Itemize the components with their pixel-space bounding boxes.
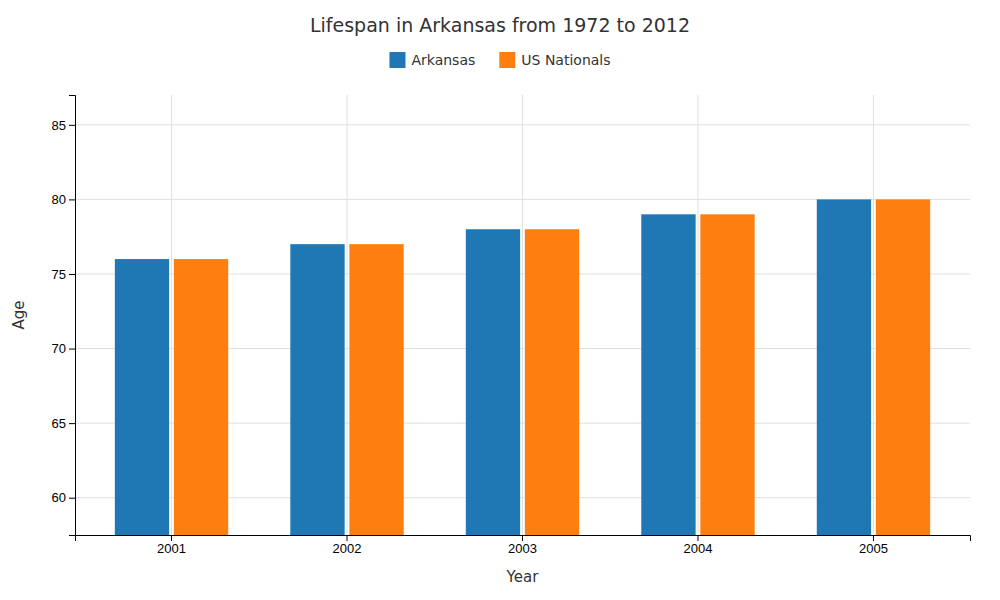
x-tick-label: 2004 xyxy=(684,541,713,556)
bar xyxy=(466,229,520,535)
x-tick: 2004 xyxy=(684,535,713,556)
bar-series xyxy=(115,199,871,535)
y-tick-label: 60 xyxy=(52,490,66,505)
title: Lifespan in Arkansas from 1972 to 2012 xyxy=(310,14,690,36)
x-tick-mark xyxy=(873,535,874,541)
y-tick-label: 80 xyxy=(52,192,66,207)
x-tick: 2005 xyxy=(859,535,888,556)
bar-series xyxy=(174,199,930,535)
y-tick-mark xyxy=(69,423,75,424)
y-tick-label: 65 xyxy=(52,416,66,431)
bar xyxy=(525,229,579,535)
x-axis: 2001 2002 2003 2004 2005 xyxy=(76,535,971,556)
bar xyxy=(115,259,169,535)
legend-label: US Nationals xyxy=(521,52,610,68)
bar xyxy=(290,244,344,535)
y-tick: 80 xyxy=(52,192,75,207)
x-tick-mark xyxy=(522,535,523,541)
legend-item: Arkansas xyxy=(389,52,475,68)
bar xyxy=(174,259,228,535)
y-tick-label: 70 xyxy=(52,341,66,356)
y-tick-mark xyxy=(69,199,75,200)
grid xyxy=(75,95,970,535)
bar xyxy=(817,199,871,535)
x-tick: 2001 xyxy=(157,535,186,556)
y-axis: 60 65 70 75 80 85 xyxy=(52,96,76,536)
x-tick-label: 2005 xyxy=(859,541,888,556)
grid-line-x xyxy=(697,95,698,535)
x-tick: 2002 xyxy=(333,535,362,556)
bar xyxy=(700,214,754,535)
legend: Arkansas US Nationals xyxy=(389,52,610,68)
y-tick: 65 xyxy=(52,416,75,431)
x-tick-label: 2001 xyxy=(157,541,186,556)
y-tick-label: 85 xyxy=(52,117,66,132)
legend-label: Arkansas xyxy=(411,52,475,68)
bar xyxy=(641,214,695,535)
x-axis-title: Year xyxy=(506,568,540,586)
y-tick-mark xyxy=(69,274,75,275)
y-tick-mark xyxy=(69,498,75,499)
x-axis-line xyxy=(76,536,971,542)
y-axis-line xyxy=(69,96,76,536)
chart: 2001 2002 2003 2004 2005 60 65 70 75 80 85 Year Age L… xyxy=(0,0,1000,600)
grid-line-x xyxy=(171,95,172,535)
y-tick: 70 xyxy=(52,341,75,356)
grid-line-x xyxy=(347,95,348,535)
grid-line-x xyxy=(873,95,874,535)
y-tick-mark xyxy=(69,125,75,126)
grid-line-x xyxy=(522,95,523,535)
x-tick-mark xyxy=(171,535,172,541)
bar xyxy=(349,244,403,535)
x-tick: 2003 xyxy=(508,535,537,556)
y-tick-mark xyxy=(69,349,75,350)
y-tick: 85 xyxy=(52,117,75,132)
legend-swatch xyxy=(389,52,405,68)
y-tick: 75 xyxy=(52,267,75,282)
legend-item: US Nationals xyxy=(499,52,610,68)
y-axis-title: Age xyxy=(10,300,28,329)
bar xyxy=(876,199,930,535)
y-tick-label: 75 xyxy=(52,267,66,282)
bars xyxy=(115,199,930,535)
legend-swatch xyxy=(499,52,515,68)
x-tick-label: 2002 xyxy=(333,541,362,556)
x-tick-mark xyxy=(697,535,698,541)
y-tick: 60 xyxy=(52,490,75,505)
x-tick-mark xyxy=(347,535,348,541)
x-tick-label: 2003 xyxy=(508,541,537,556)
